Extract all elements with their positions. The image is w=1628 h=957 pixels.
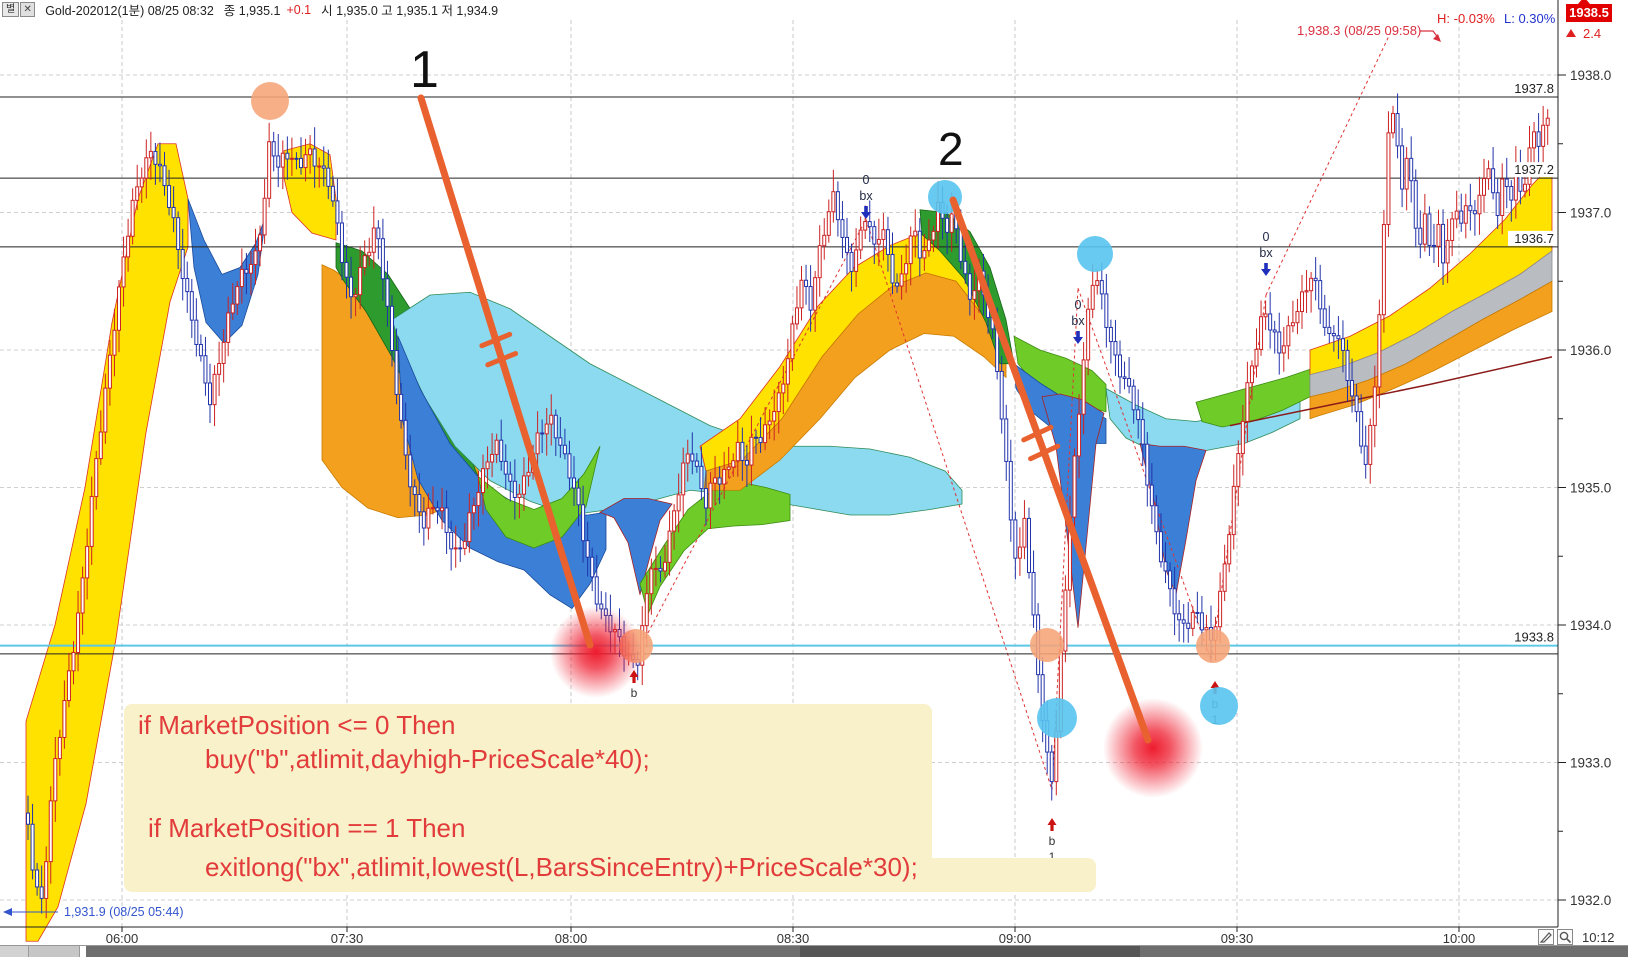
- last-time-label: 10:12: [1582, 930, 1615, 945]
- svg-text:1937.2: 1937.2: [1514, 162, 1554, 177]
- svg-text:08:30: 08:30: [777, 931, 810, 946]
- svg-text:1933.8: 1933.8: [1514, 630, 1554, 645]
- session-high-label: 1,938.3 (08/25 09:58): [1297, 23, 1422, 38]
- svg-text:1936.0: 1936.0: [1570, 343, 1611, 358]
- red-glow-dot: [1103, 698, 1203, 798]
- exit-signal-marker: 0 bx: [1259, 230, 1273, 276]
- magnifier-icon: [1559, 931, 1572, 944]
- pointer-arrows: [3, 30, 1441, 916]
- scrollbar-splitter[interactable]: [80, 946, 86, 957]
- svg-text:b: b: [1049, 834, 1056, 848]
- svg-text:1933.0: 1933.0: [1570, 756, 1611, 771]
- svg-text:09:00: 09:00: [999, 931, 1032, 946]
- svg-text:0: 0: [1075, 298, 1082, 312]
- exit-signal-marker: 0 bx: [1071, 298, 1085, 344]
- price-level-labels: 1937.8 1937.2 1936.7 1933.8: [1508, 81, 1556, 645]
- svg-text:0: 0: [1263, 230, 1270, 244]
- svg-text:09:30: 09:30: [1221, 931, 1254, 946]
- buy-signal-marker: b1: [1047, 818, 1057, 864]
- horizontal-scrollbar[interactable]: [0, 945, 1628, 957]
- svg-text:1934.0: 1934.0: [1570, 618, 1611, 633]
- scrollbar-segment-1[interactable]: [0, 946, 29, 957]
- exit-signal-marker: 0 bx: [859, 173, 873, 219]
- chart-tab-icon[interactable]: 별: [2, 2, 20, 17]
- code-line-2: buy("b",atlimit,dayhigh-PriceScale*40);: [205, 744, 650, 774]
- annotation-number-1: 1: [410, 41, 439, 99]
- svg-text:1935.0: 1935.0: [1570, 481, 1611, 496]
- code-line-1: if MarketPosition <= 0 Then: [138, 710, 456, 740]
- change-value: 2.4: [1583, 26, 1602, 41]
- close-icon[interactable]: ✕: [20, 2, 36, 17]
- candles: [26, 93, 1550, 919]
- annotation-number-2: 2: [938, 123, 964, 175]
- pencil-icon: [1539, 932, 1552, 943]
- scrollbar-segment-2[interactable]: [29, 946, 80, 957]
- svg-text:0: 0: [863, 173, 870, 187]
- price-change: +0.1: [286, 2, 312, 17]
- svg-text:08:00: 08:00: [555, 931, 588, 946]
- svg-text:1938.0: 1938.0: [1570, 68, 1611, 83]
- svg-text:1932.0: 1932.0: [1570, 893, 1611, 908]
- current-price-badge: 1938.5: [1566, 4, 1612, 22]
- orange-annotation-lines: [417, 94, 1152, 744]
- red-glow-dot: [550, 606, 642, 698]
- blue-highlight-circles: [928, 180, 1238, 738]
- strategy-code-box: [124, 704, 932, 892]
- strategy-code-box-extension: [900, 858, 1096, 892]
- svg-text:1936.7: 1936.7: [1514, 231, 1554, 246]
- high-percent-label: H: -0.03%: [1437, 11, 1495, 26]
- svg-text:1: 1: [1049, 850, 1056, 864]
- draw-tool-button[interactable]: [1538, 929, 1554, 945]
- scrollbar-thumb-dark-segment: [800, 946, 1140, 957]
- low-percent-label: L: 0.30%: [1504, 11, 1556, 26]
- svg-text:06:00: 06:00: [106, 931, 139, 946]
- chart-title: Gold-202012(1분) 08/25 08:32: [45, 4, 214, 18]
- svg-text:b: b: [631, 686, 638, 700]
- titlebar: 별 ✕ Gold-202012(1분) 08/25 08:32 종 1,935.…: [0, 0, 498, 19]
- close-price: 종 1,935.1: [223, 4, 281, 18]
- svg-text:1937.8: 1937.8: [1514, 81, 1554, 96]
- svg-text:1937.0: 1937.0: [1570, 206, 1611, 221]
- axes: 1938.0 1937.0 1936.0 1935.0 1934.0 1933.0 1932…: [0, 0, 1611, 946]
- scrollbar-thumb[interactable]: [86, 946, 1628, 957]
- svg-text:bx: bx: [859, 189, 873, 203]
- svg-text:bx: bx: [1071, 314, 1085, 328]
- code-line-3: if MarketPosition == 1 Then: [148, 813, 466, 843]
- svg-text:bx: bx: [1259, 246, 1273, 260]
- session-low-label: 1,931.9 (08/25 05:44): [64, 905, 184, 919]
- svg-text:10:00: 10:00: [1443, 931, 1476, 946]
- ohl-prices: 시 1,935.0 고 1,935.1 저 1,934.9: [321, 4, 499, 18]
- zoom-tool-button[interactable]: [1557, 929, 1573, 945]
- svg-text:07:30: 07:30: [331, 931, 364, 946]
- up-triangle-icon: [1578, 0, 1590, 4]
- code-line-4: exitlong("bx",atlimit,lowest(L,BarsSince…: [205, 852, 918, 882]
- change-up-triangle-icon: [1566, 29, 1576, 37]
